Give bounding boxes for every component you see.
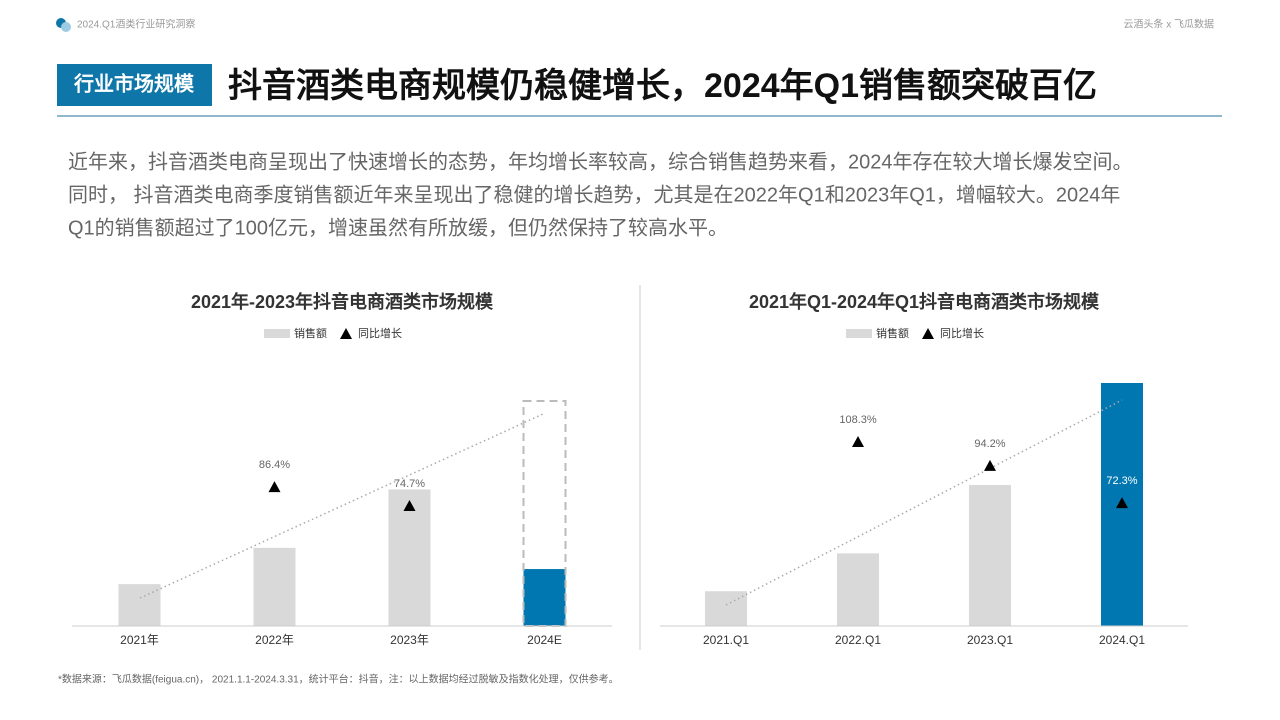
legend-label: 同比增长 [940, 326, 984, 340]
legend-label: 销售额 [294, 326, 327, 340]
bar [388, 489, 431, 626]
bar [969, 484, 1011, 626]
legend-marker [340, 328, 352, 339]
growth-label: 108.3% [839, 414, 877, 426]
chart-title: 2021年Q1-2024年Q1抖音电商酒类市场规模 [749, 291, 1100, 312]
x-tick-label: 2024.Q1 [1099, 633, 1145, 647]
paragraph-line: Q1的销售额超过了100亿元，增速虽然有所放缓，但仍然保持了较高水平。 [68, 216, 728, 239]
growth-label: 74.7% [394, 478, 425, 490]
growth-marker [1116, 497, 1128, 509]
bar [705, 591, 747, 626]
bar [837, 553, 879, 626]
x-tick-label: 2021.Q1 [703, 633, 749, 647]
logo [61, 22, 71, 32]
bar [253, 547, 296, 626]
trend-line [725, 399, 1123, 606]
trend-line [139, 413, 544, 599]
growth-label: 94.2% [974, 438, 1005, 450]
page-title: 抖音酒类电商规模仍稳健增长，2024年Q1销售额突破百亿 [228, 67, 1097, 105]
legend-marker [922, 328, 934, 339]
growth-marker [403, 499, 416, 511]
bar [523, 569, 566, 626]
x-tick-label: 2024E [527, 633, 562, 647]
tag-box [57, 64, 212, 106]
growth-marker [852, 435, 864, 447]
x-tick-label: 2022.Q1 [835, 633, 881, 647]
legend-label: 销售额 [876, 326, 909, 340]
bar [118, 584, 161, 626]
report-name: 2024.Q1酒类行业研究洞察 [77, 18, 195, 31]
legend-label: 同比增长 [358, 326, 402, 340]
x-tick-label: 2023.Q1 [967, 633, 1013, 647]
tag: 行业市场规模 [73, 71, 195, 95]
growth-label: 86.4% [259, 459, 290, 471]
legend-swatch [846, 329, 872, 338]
paragraph-line: 同时， 抖音酒类电商季度销售额近年来呈现出了稳健的增长趋势，尤其是在2022年Q… [68, 183, 1120, 206]
growth-label: 72.3% [1106, 475, 1137, 487]
x-tick-label: 2023年 [390, 633, 429, 647]
chart-title: 2021年-2023年抖音电商酒类市场规模 [191, 291, 494, 312]
footnote: *数据来源：飞瓜数据(feigua.cn)， 2021.1.1-2024.3.3… [58, 673, 619, 686]
legend-swatch [264, 329, 290, 338]
growth-marker [984, 459, 996, 471]
x-tick-label: 2021年 [120, 633, 159, 647]
x-tick-label: 2022年 [255, 633, 294, 647]
source: 云酒头条 x 飞瓜数据 [1123, 18, 1214, 31]
growth-marker [268, 481, 281, 493]
paragraph-line: 近年来，抖音酒类电商呈现出了快速增长的态势，年均增长率较高，综合销售趋势来看，2… [68, 150, 1133, 173]
